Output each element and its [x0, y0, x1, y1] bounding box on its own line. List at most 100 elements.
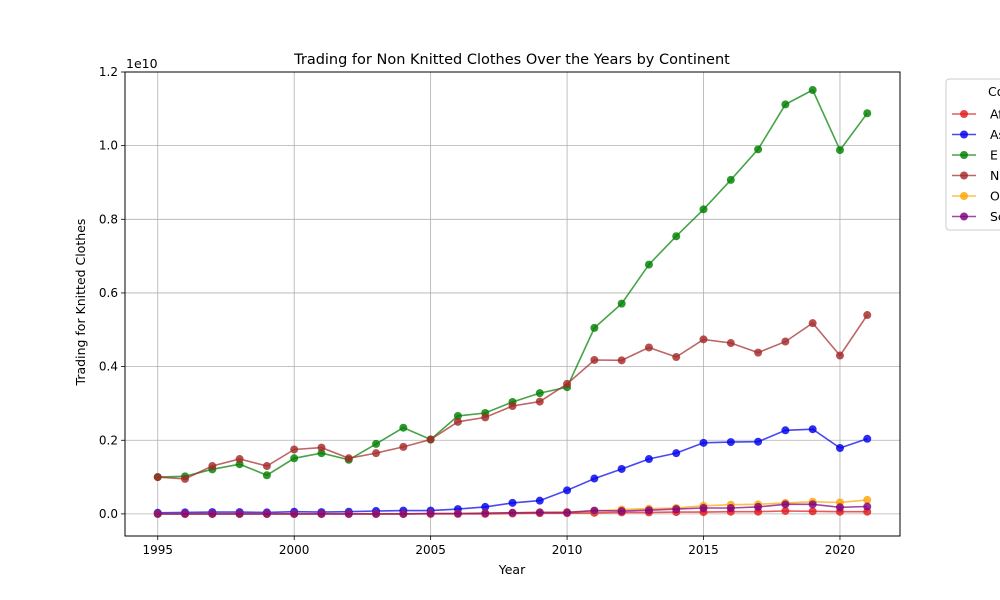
- data-point: [699, 504, 708, 513]
- legend-label: Af: [990, 107, 1000, 122]
- plot-frame: [124, 71, 901, 537]
- data-point: [235, 455, 244, 464]
- legend-item: Af: [952, 107, 1000, 122]
- data-point: [426, 435, 435, 444]
- y-tick-label: 0.4: [99, 360, 118, 374]
- x-tick-label: 2020: [825, 543, 856, 557]
- x-axis-label: Year: [498, 562, 526, 577]
- legend-item: E: [952, 148, 998, 163]
- data-point: [181, 474, 190, 483]
- series-as: [153, 425, 872, 517]
- data-point: [481, 502, 490, 511]
- data-point: [453, 417, 462, 426]
- y-tick-label: 1.0: [99, 139, 118, 153]
- data-point: [672, 353, 681, 362]
- legend-label: N: [990, 168, 999, 183]
- y-offset-label: 1e10: [126, 56, 158, 71]
- data-point: [835, 146, 844, 155]
- data-point: [644, 506, 653, 515]
- data-point: [617, 464, 626, 473]
- data-point: [372, 509, 381, 518]
- series-line: [157, 314, 868, 480]
- data-point: [317, 449, 326, 458]
- data-point: [781, 426, 790, 435]
- data-point: [508, 508, 517, 517]
- data-point: [344, 509, 353, 518]
- data-point: [863, 495, 872, 504]
- data-point: [781, 500, 790, 509]
- data-point: [672, 449, 681, 458]
- data-point: [699, 335, 708, 344]
- data-point: [644, 455, 653, 464]
- data-point: [781, 506, 790, 515]
- data-point: [181, 509, 190, 518]
- series-lines: [153, 86, 872, 518]
- data-point: [453, 509, 462, 518]
- legend-marker: [960, 130, 968, 139]
- x-tick-label: 1995: [142, 543, 173, 557]
- data-point: [399, 442, 408, 451]
- data-point: [426, 509, 435, 518]
- data-point: [262, 509, 271, 518]
- data-point: [617, 506, 626, 515]
- data-point: [590, 323, 599, 332]
- data-point: [726, 504, 735, 513]
- data-point: [754, 348, 763, 357]
- legend-marker: [960, 171, 968, 180]
- legend-item: O: [952, 189, 1000, 204]
- data-point: [290, 445, 299, 454]
- data-point: [481, 509, 490, 518]
- data-point: [344, 454, 353, 463]
- data-point: [153, 509, 162, 518]
- data-point: [644, 260, 653, 269]
- chart-title: Trading for Non Knitted Clothes Over the…: [293, 52, 730, 68]
- legend-label: E: [990, 148, 998, 163]
- legend-marker: [960, 212, 968, 221]
- data-point: [835, 443, 844, 452]
- legend-item: As: [952, 127, 1000, 142]
- data-point: [508, 498, 517, 507]
- data-point: [617, 356, 626, 365]
- y-tick-label: 0.0: [99, 507, 118, 521]
- y-axis-label: Trading for Knitted Clothes: [73, 219, 88, 387]
- data-point: [563, 508, 572, 517]
- data-point: [808, 500, 817, 509]
- x-tick-label: 2000: [279, 543, 310, 557]
- data-point: [781, 337, 790, 346]
- data-point: [754, 437, 763, 446]
- legend-marker: [960, 110, 968, 118]
- data-point: [808, 425, 817, 434]
- data-point: [863, 502, 872, 511]
- data-point: [453, 411, 462, 420]
- data-point: [863, 434, 872, 443]
- series-n: [153, 311, 872, 483]
- data-point: [808, 319, 817, 328]
- data-point: [754, 145, 763, 154]
- legend-title: Co: [988, 84, 1000, 99]
- x-axis: 1995 2000 2005 2010 2015 2020: [142, 536, 855, 557]
- data-point: [535, 397, 544, 406]
- data-point: [835, 503, 844, 512]
- data-point: [317, 509, 326, 518]
- data-point: [617, 299, 626, 308]
- data-point: [153, 473, 162, 482]
- data-point: [781, 100, 790, 109]
- legend-marker: [960, 151, 968, 159]
- data-point: [535, 496, 544, 505]
- data-point: [563, 486, 572, 495]
- data-point: [372, 449, 381, 458]
- data-point: [726, 339, 735, 348]
- data-point: [726, 438, 735, 447]
- data-point: [235, 509, 244, 518]
- data-point: [208, 509, 217, 518]
- data-point: [863, 109, 872, 118]
- data-point: [590, 506, 599, 515]
- data-point: [262, 471, 271, 480]
- legend-item: Sc: [952, 209, 1000, 224]
- data-point: [808, 86, 817, 95]
- data-point: [262, 462, 271, 471]
- data-point: [290, 509, 299, 518]
- legend-label: O: [990, 189, 1000, 204]
- legend: Co Af As ENO Sc: [945, 78, 1000, 231]
